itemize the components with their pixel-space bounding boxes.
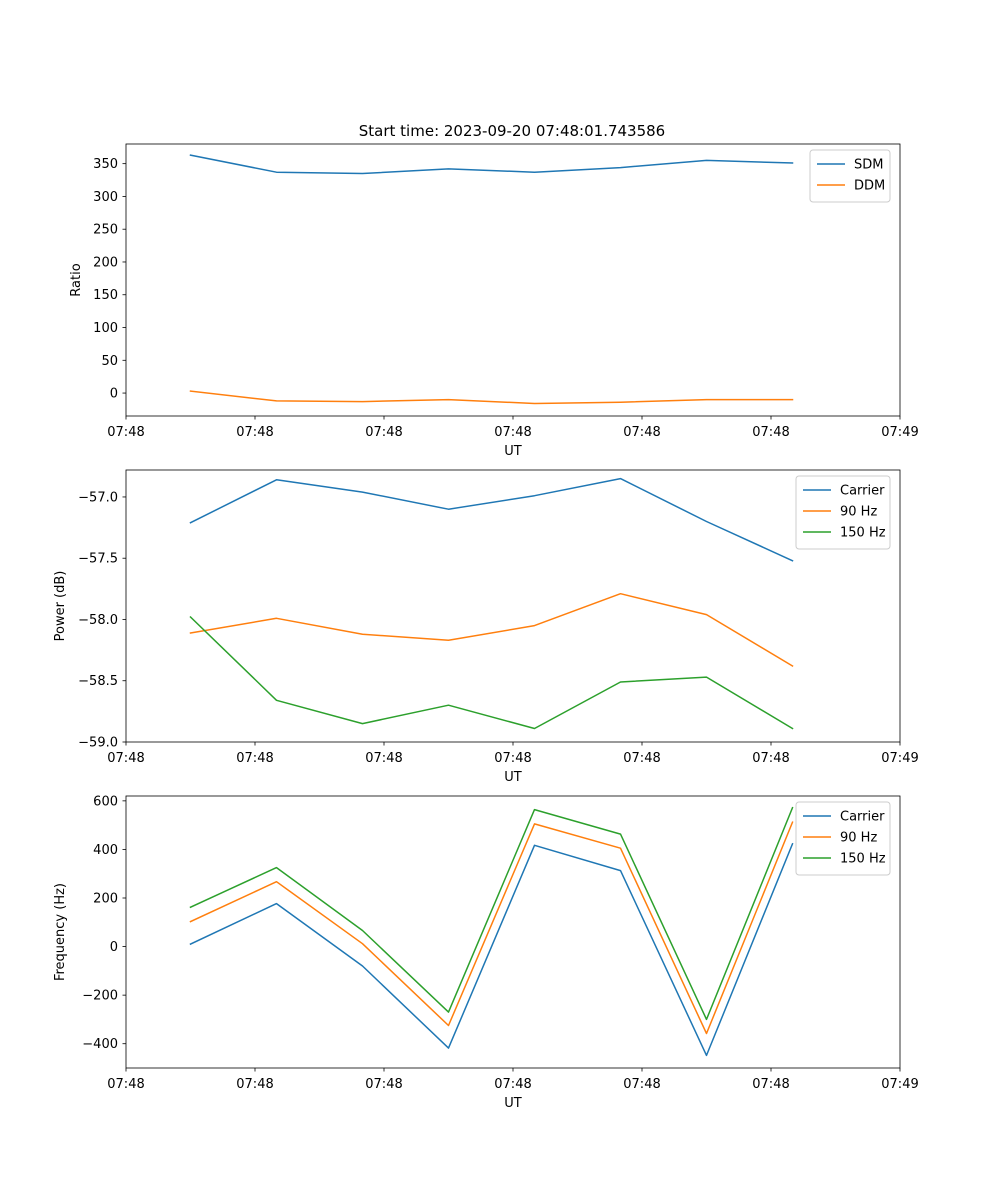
series-line-150-hz [189,806,794,1021]
figure-title: Start time: 2023-09-20 07:48:01.743586 [359,122,665,140]
y-tick-label: −58.0 [78,613,118,628]
y-tick-label: −400 [82,1037,118,1052]
legend-label: 150 Hz [840,852,886,867]
y-tick-label: −57.0 [78,490,118,505]
x-axis-label: UT [504,770,522,785]
legend-label: DDM [854,179,885,194]
legend-label: Carrier [840,484,885,499]
x-tick-label: 07:48 [752,751,789,766]
y-tick-label: 100 [93,321,118,336]
x-tick-label: 07:48 [623,1077,660,1092]
y-tick-label: 0 [110,387,118,402]
y-tick-label: 150 [93,288,118,303]
x-tick-label: 07:48 [752,1077,789,1092]
x-tick-label: 07:49 [881,751,918,766]
chart-panel-3: 07:48 07:48 07:48 07:48 07:48 07:48 07:49 −400 −… [53,794,919,1111]
y-axis-label: Ratio [69,263,84,296]
series-line-90-hz [189,592,794,668]
series-line-sdm [189,154,794,175]
x-tick-label: 07:48 [365,425,402,440]
y-tick-label: 600 [93,794,118,809]
y-tick-label: −59.0 [78,736,118,751]
series-line-ddm [189,390,794,405]
y-tick-label: 400 [93,843,118,858]
x-tick-label: 07:48 [107,1077,144,1092]
y-tick-label: 250 [93,223,118,238]
legend-label: 90 Hz [840,505,877,520]
y-axis-label: Power (dB) [53,571,68,642]
legend-label: 150 Hz [840,526,886,541]
y-tick-label: 200 [93,892,118,907]
x-tick-label: 07:48 [752,425,789,440]
x-tick-label: 07:48 [107,751,144,766]
y-tick-label: −57.5 [78,552,118,567]
x-tick-label: 07:48 [236,425,273,440]
y-tick-label: 300 [93,190,118,205]
legend-box [795,475,891,550]
series-line-150-hz [189,615,794,730]
x-tick-label: 07:48 [236,751,273,766]
legend-box [809,149,891,203]
x-tick-label: 07:48 [494,751,531,766]
x-tick-label: 07:48 [494,425,531,440]
chart-panels: 07:48 07:48 07:48 07:48 07:48 07:48 07:49 0 50 10… [53,143,919,1111]
x-tick-label: 07:49 [881,425,918,440]
x-tick-label: 07:48 [107,425,144,440]
x-tick-label: 07:48 [365,751,402,766]
y-tick-label: −200 [82,989,118,1004]
y-tick-label: 350 [93,157,118,172]
x-tick-label: 07:48 [623,751,660,766]
y-axis-label: Frequency (Hz) [53,883,68,981]
series-line-carrier [189,477,794,562]
y-tick-label: 200 [93,255,118,270]
legend-box [795,801,891,876]
x-tick-label: 07:48 [236,1077,273,1092]
x-tick-label: 07:49 [881,1077,918,1092]
chart-panel-2: 07:48 07:48 07:48 07:48 07:48 07:48 07:49 −59.0… [53,469,919,785]
x-tick-label: 07:48 [494,1077,531,1092]
legend-label: SDM [854,158,883,173]
y-tick-label: 0 [110,940,118,955]
x-tick-label: 07:48 [365,1077,402,1092]
x-tick-label: 07:48 [623,425,660,440]
chart-panel-1: 07:48 07:48 07:48 07:48 07:48 07:48 07:49 0 50 10… [69,143,919,459]
series-line-carrier [189,842,794,1057]
x-axis-label: UT [504,1096,522,1111]
y-tick-label: −58.5 [78,674,118,689]
legend-label: 90 Hz [840,831,877,846]
y-tick-label: 50 [101,354,118,369]
series-line-90-hz [189,821,794,1035]
x-axis-label: UT [504,444,522,459]
legend-label: Carrier [840,810,885,825]
